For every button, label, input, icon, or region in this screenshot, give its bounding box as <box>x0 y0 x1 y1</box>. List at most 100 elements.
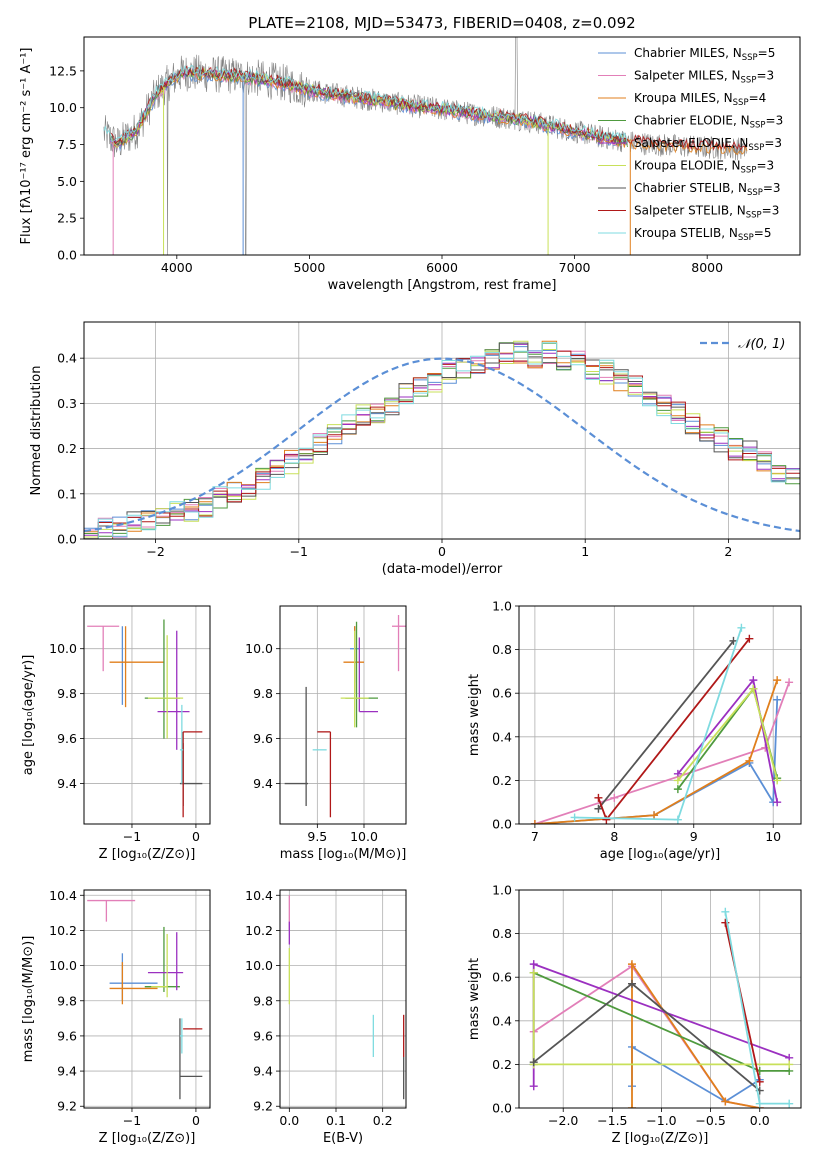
legend-label: 𝒩(0, 1) <box>738 337 785 352</box>
weight-line <box>534 699 779 824</box>
weight-marker <box>773 695 782 704</box>
weight-series-salpeter_stelib <box>594 634 754 824</box>
x-tick-label: 9 <box>690 829 698 844</box>
y-tick-label: 9.6 <box>253 1028 273 1043</box>
y-tick-label: 10.4 <box>245 888 273 903</box>
weight-marker <box>627 960 636 969</box>
axes-frame <box>83 889 211 1109</box>
plot-area-weight_vs_Z <box>519 890 801 1108</box>
model-line-kroupa_stelib <box>103 64 628 144</box>
x-tick-label: 0.1 <box>326 1113 346 1128</box>
weight-marker <box>773 676 782 685</box>
y-tick-label: 7.5 <box>57 137 77 152</box>
weight-series-salpeter_miles <box>530 678 794 824</box>
axes-frame <box>83 36 801 256</box>
y-tick-label: 10.0 <box>49 641 77 656</box>
y-tick-label: 10.0 <box>245 641 273 656</box>
legend-label: Chabrier ELODIE, NSSP=3 <box>634 114 783 131</box>
errorbar-point-salpeter_miles <box>87 899 136 922</box>
weight-line <box>631 961 760 1108</box>
x-tick-label: 6000 <box>426 260 458 275</box>
x-tick-label: 2 <box>724 544 732 559</box>
errorbar-point-salpeter_elodie <box>157 630 190 750</box>
x-tick-label: 0 <box>192 829 200 844</box>
weight-marker <box>721 907 730 916</box>
axes-frame <box>83 605 211 825</box>
weight-marker <box>529 1082 538 1091</box>
x-tick-label: 8000 <box>691 260 723 275</box>
y-tick-label: 0.0 <box>492 817 512 832</box>
weight-line <box>534 679 779 824</box>
weight-marker <box>785 678 794 687</box>
x-axis-label: Z [log₁₀(Z/Z⊙)] <box>99 847 196 862</box>
x-tick-label: −1.0 <box>646 1113 676 1128</box>
errorbar-point-kroupa_miles <box>109 626 164 708</box>
x-axis-label: E(B-V) <box>323 1131 363 1146</box>
weight-line <box>724 911 790 1105</box>
x-tick-label: −2.0 <box>548 1113 578 1128</box>
weight-marker <box>529 1058 538 1067</box>
weight-marker <box>755 1099 764 1108</box>
y-tick-label: 9.2 <box>253 1099 273 1114</box>
weight-series-kroupa_stelib <box>721 907 794 1108</box>
legend: Chabrier MILES, NSSP=5 Salpeter MILES, NS… <box>598 46 783 243</box>
weight-marker <box>773 776 782 785</box>
errorbar-point-salpeter_miles <box>87 625 120 672</box>
x-tick-label: 0 <box>192 1113 200 1128</box>
weight-series-chabrier_stelib <box>529 979 764 1095</box>
errorbar-point-kroupa_stelib <box>179 704 184 784</box>
legend-label: Salpeter STELIB, NSSP=3 <box>634 204 779 221</box>
legend-label: Salpeter MILES, NSSP=3 <box>634 69 774 86</box>
weight-marker <box>610 793 619 802</box>
x-tick-label: 8 <box>610 829 618 844</box>
legend-label: Kroupa MILES, NSSP=4 <box>634 91 766 108</box>
x-tick-label: 0.2 <box>373 1113 393 1128</box>
errorbar-point-chabrier_miles <box>109 953 158 1001</box>
legend-label: Kroupa ELODIE, NSSP=3 <box>634 159 774 176</box>
y-tick-label: 1.0 <box>492 599 512 614</box>
weight-marker <box>530 820 539 824</box>
x-tick-label: 7000 <box>559 260 591 275</box>
y-axis-label: mass weight <box>467 674 482 756</box>
y-tick-label: 9.8 <box>253 686 273 701</box>
weight-series-salpeter_stelib <box>721 918 764 1086</box>
x-axis-label: mass [log₁₀(M/M⊙)] <box>280 847 407 862</box>
y-tick-label: 12.5 <box>49 63 77 78</box>
errorbar-point-chabrier_elodie <box>144 926 180 992</box>
weight-marker <box>627 979 636 988</box>
y-tick-label: 9.4 <box>253 1064 273 1079</box>
legend-label: Kroupa STELIB, NSSP=5 <box>634 226 772 243</box>
panel-age_vs_Z: −1 0 9.4 9.6 9.8 10.0 Z [log₁₀(Z/Z⊙)] age [log₁… <box>21 605 211 862</box>
weight-series-kroupa_stelib <box>570 623 746 824</box>
y-tick-label: 0.3 <box>57 396 77 411</box>
errorbar-point-kroupa_elodie <box>340 630 369 728</box>
weight-series-chabrier_stelib <box>594 636 738 813</box>
x-tick-label: −0.5 <box>695 1113 725 1128</box>
errorbar-point-kroupa_miles <box>343 626 364 694</box>
x-tick-label: 0.0 <box>750 1113 770 1128</box>
y-tick-label: 9.2 <box>57 1099 77 1114</box>
errorbar-point-salpeter_elodie <box>358 637 378 713</box>
plot-area-residuals <box>84 322 800 539</box>
weight-marker <box>673 785 682 794</box>
y-tick-label: 9.8 <box>57 686 77 701</box>
legend-label: Chabrier MILES, NSSP=5 <box>634 46 775 63</box>
panel-spectrum: 4000 5000 6000 7000 8000 0.0 2.5 5.0 7.5 10.0 12.5… <box>19 36 801 293</box>
weight-series-chabrier_miles <box>627 1042 764 1106</box>
y-tick-label: 0.1 <box>57 486 77 501</box>
y-tick-label: 0.8 <box>492 642 512 657</box>
y-tick-label: 0.4 <box>57 351 77 366</box>
y-tick-label: 0.2 <box>492 1057 512 1072</box>
x-axis-label: wavelength [Angstrom, rest frame] <box>328 278 557 293</box>
y-tick-label: 2.5 <box>57 211 77 226</box>
weight-marker <box>650 811 659 820</box>
gaussian-curve <box>84 357 800 533</box>
weight-line <box>533 982 761 1092</box>
y-tick-label: 1.0 <box>492 883 512 898</box>
y-tick-label: 10.0 <box>49 100 77 115</box>
errorbar-point-chabrier_elodie <box>144 619 180 739</box>
y-tick-label: 9.4 <box>57 776 77 791</box>
x-tick-label: 1 <box>581 544 589 559</box>
errorbar-point-chabrier_stelib <box>179 1018 203 1100</box>
x-tick-label: −1 <box>123 1113 141 1128</box>
